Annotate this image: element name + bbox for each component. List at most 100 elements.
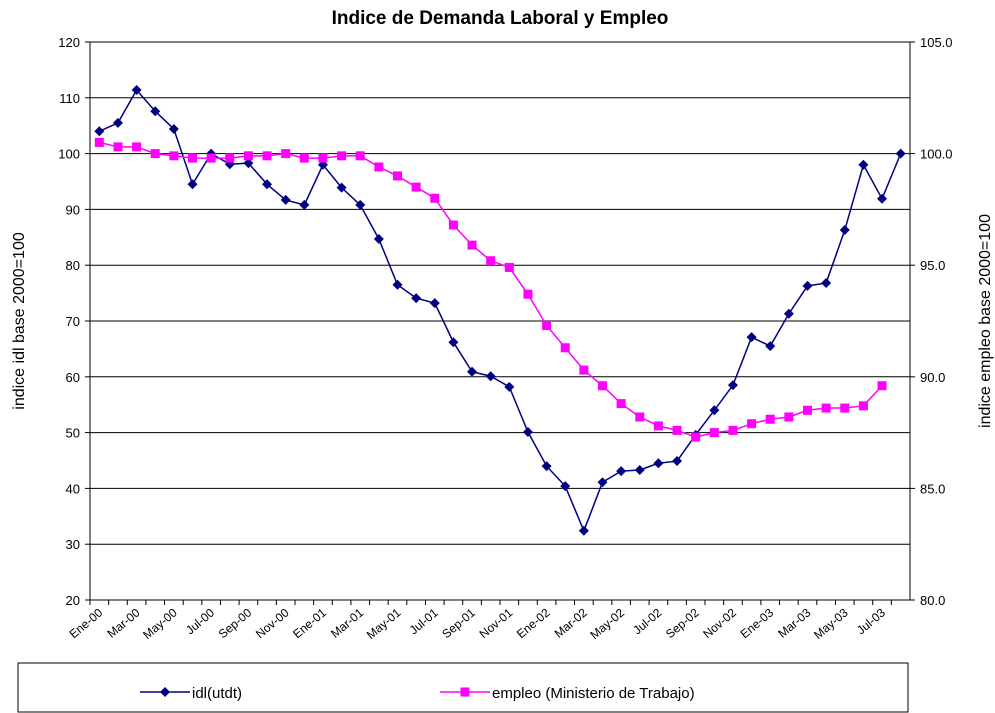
data-point (542, 320, 552, 330)
data-point (635, 412, 645, 422)
x-tick-label: Mar-01 (328, 605, 366, 640)
y-tick-label: 20 (66, 593, 80, 608)
y2-tick-label: 85.0 (920, 481, 945, 496)
data-point (355, 151, 365, 161)
x-tick-label: May-02 (587, 605, 627, 642)
legend-label: empleo (Ministerio de Trabajo) (492, 685, 695, 702)
x-tick-label: Ene-00 (67, 605, 106, 641)
data-point (262, 151, 272, 161)
data-point (448, 337, 459, 348)
data-point (188, 153, 197, 163)
data-point (783, 308, 794, 319)
y-tick-label: 70 (66, 314, 80, 329)
y-tick-label: 50 (66, 426, 80, 441)
data-point (839, 225, 850, 236)
y-tick-label: 110 (59, 91, 80, 106)
data-point (94, 126, 105, 137)
data-point (411, 293, 422, 304)
data-point (653, 421, 663, 431)
y-tick-label: 120 (58, 35, 80, 50)
y-tick-label: 30 (66, 537, 80, 552)
data-point (877, 381, 887, 391)
data-point (485, 371, 496, 382)
data-point (113, 142, 123, 152)
data-point (430, 193, 440, 203)
data-point (746, 332, 757, 343)
data-point (858, 401, 868, 411)
data-point (578, 525, 589, 536)
x-tick-label: Nov-00 (253, 605, 292, 641)
y-tick-label: 80 (66, 258, 80, 273)
data-point (728, 425, 738, 435)
data-point (747, 419, 757, 429)
data-point (169, 151, 179, 161)
data-point (541, 461, 552, 472)
data-point (318, 153, 328, 163)
data-point (225, 153, 235, 163)
data-point (691, 432, 701, 442)
data-point (467, 240, 477, 250)
data-point (355, 199, 366, 210)
data-point (392, 279, 403, 290)
y2-tick-label: 105.0 (920, 35, 953, 50)
data-point (112, 117, 123, 128)
data-point (411, 182, 421, 192)
data-point (895, 148, 906, 159)
data-point (821, 278, 832, 289)
data-point (243, 151, 253, 161)
y-tick-label: 100 (58, 147, 80, 162)
y2-tick-label: 95.0 (920, 258, 945, 273)
legend-box (17, 662, 909, 713)
x-tick-label: Ene-02 (514, 605, 553, 641)
data-point (187, 179, 198, 190)
data-point (523, 289, 533, 299)
data-point (168, 124, 179, 135)
x-tick-label: Jul-00 (183, 605, 217, 637)
x-tick-label: Mar-03 (775, 605, 813, 640)
data-point (616, 399, 626, 409)
data-point (373, 233, 384, 244)
data-point (765, 341, 776, 352)
y-axis-title: indice idl base 2000=100 (11, 232, 28, 410)
x-tick-label: Mar-02 (552, 605, 590, 640)
x-tick-label: Jul-01 (407, 605, 441, 637)
data-point (616, 466, 627, 477)
data-point (150, 106, 161, 117)
data-point (336, 182, 347, 193)
data-point (653, 458, 664, 469)
y2-tick-label: 90.0 (920, 370, 945, 385)
x-tick-label: Nov-01 (477, 605, 516, 641)
data-point (299, 199, 310, 210)
data-point (784, 412, 794, 422)
data-point (262, 179, 273, 190)
data-point (486, 256, 496, 266)
data-point (94, 137, 104, 147)
data-point (634, 464, 645, 475)
data-point (560, 481, 571, 492)
x-tick-label: Ene-01 (290, 605, 329, 641)
data-point (727, 380, 738, 391)
data-point (281, 149, 291, 159)
x-tick-label: May-00 (140, 605, 180, 642)
data-point (709, 428, 719, 438)
data-point (672, 456, 683, 467)
data-point (150, 149, 160, 159)
data-point (821, 403, 831, 413)
chart-title: Indice de Demanda Laboral y Empleo (332, 8, 669, 29)
data-point (877, 193, 888, 204)
data-point (598, 381, 607, 391)
x-tick-label: May-01 (364, 605, 404, 642)
data-point (243, 158, 254, 169)
x-tick-label: May-03 (811, 605, 851, 642)
data-point (560, 343, 570, 353)
data-point (858, 159, 869, 170)
data-point (672, 425, 682, 435)
series-line (99, 88, 902, 533)
x-tick-label: Jul-02 (630, 605, 664, 637)
data-point (765, 414, 775, 424)
data-point (280, 194, 291, 205)
y2-tick-label: 80.0 (920, 593, 945, 608)
data-point (840, 403, 850, 413)
series-line (99, 141, 883, 438)
